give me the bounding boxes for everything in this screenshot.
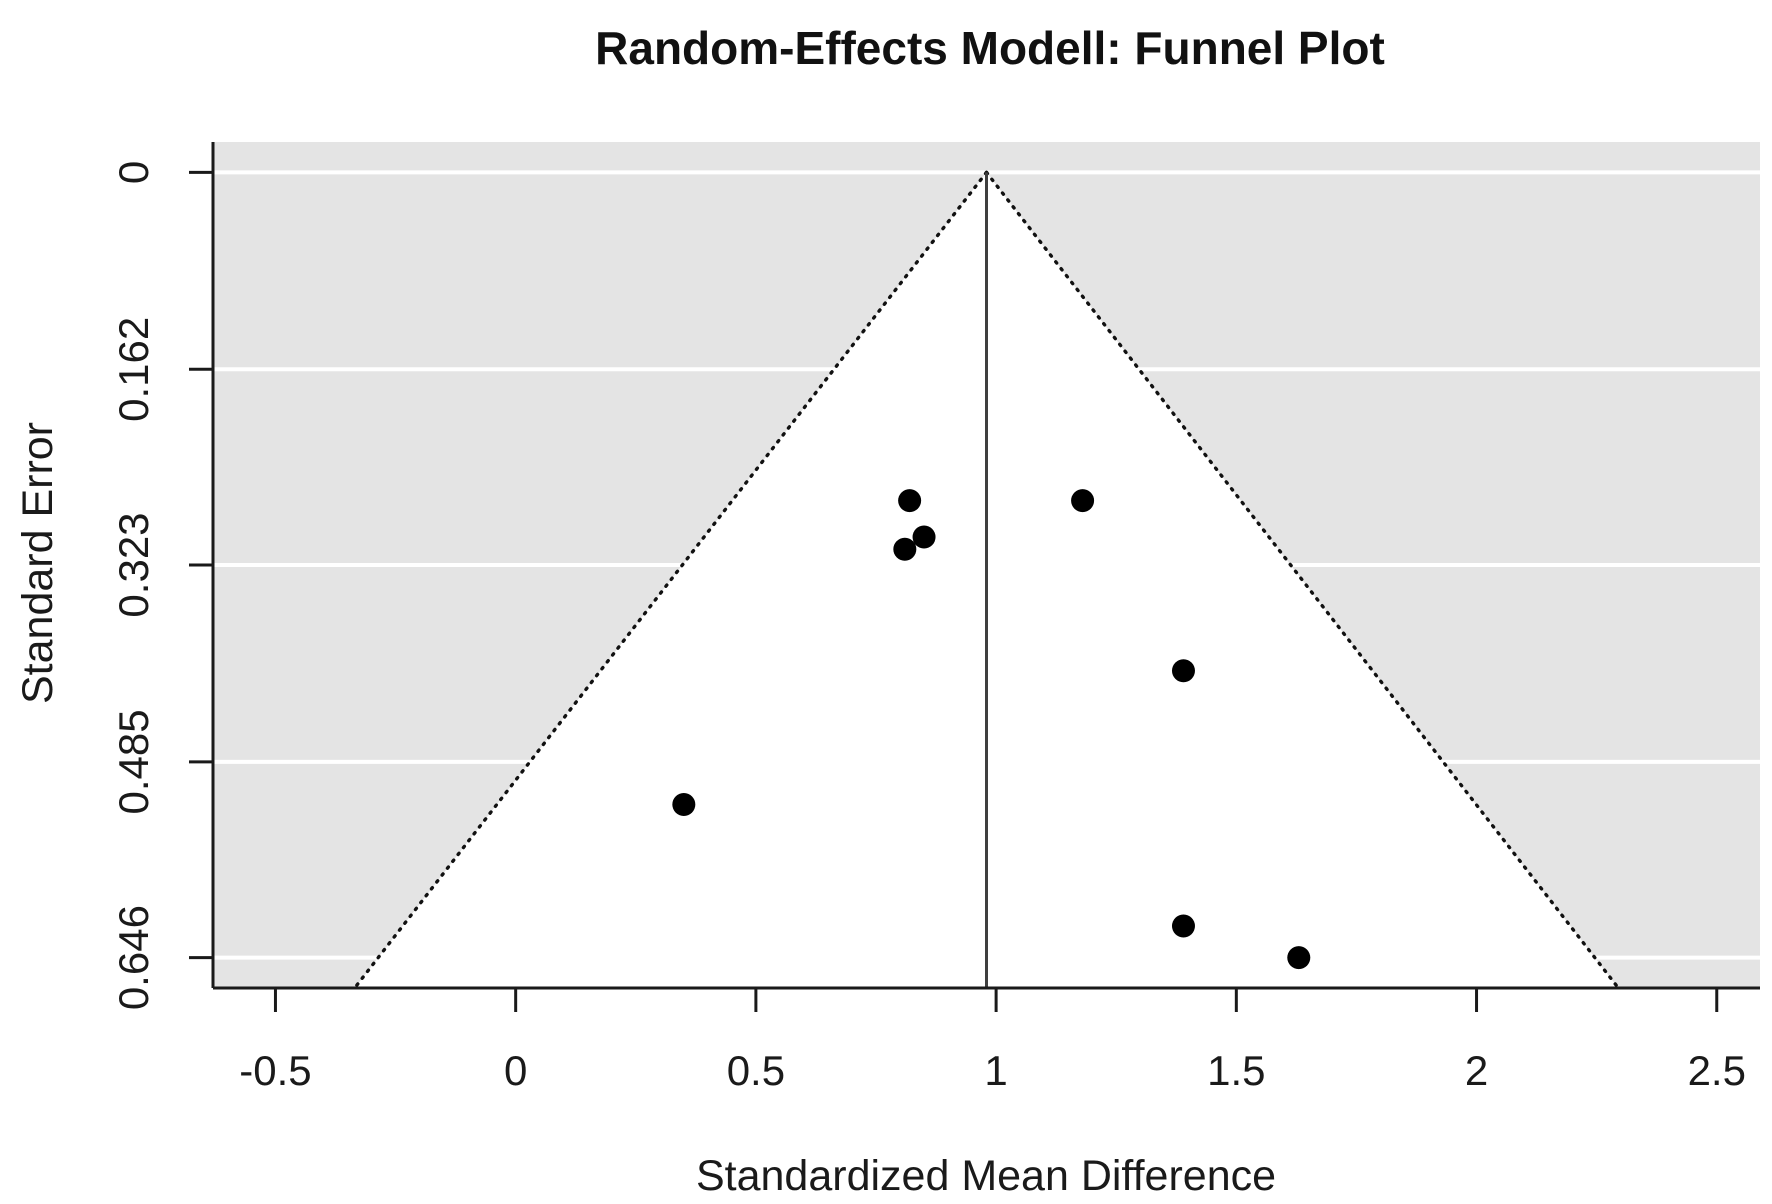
funnel-left-edge — [352, 170, 989, 990]
data-point — [1071, 489, 1095, 513]
y-tick-label: 0.646 — [110, 905, 157, 1010]
plot-drawing-layer: -0.5 0 0.5 1 1.5 2 2.5 0 0.162 0.323 0.485 0.646 — [110, 142, 1760, 1094]
y-tick-label: 0.162 — [110, 317, 157, 422]
x-tick-label: 1.5 — [1207, 1047, 1265, 1094]
x-tick-label: 0 — [504, 1047, 527, 1094]
funnel-right-edge — [984, 170, 1621, 990]
x-tick-label: 2.5 — [1688, 1047, 1746, 1094]
data-point — [1171, 914, 1195, 938]
x-tick-label: 2 — [1465, 1047, 1488, 1094]
data-point — [672, 792, 696, 816]
data-point — [893, 537, 917, 561]
y-axis-title: Standard Error — [14, 422, 62, 704]
chart-title: Random-Effects Modell: Funnel Plot — [595, 22, 1385, 74]
y-tick-label: 0.485 — [110, 709, 157, 814]
x-axis-title: Standardized Mean Difference — [696, 1152, 1276, 1200]
data-point — [1171, 659, 1195, 683]
y-tick-label: 0.323 — [110, 512, 157, 617]
data-point — [898, 489, 922, 513]
x-tick-label: 0.5 — [727, 1047, 785, 1094]
data-point — [1287, 946, 1311, 970]
y-tick-label: 0 — [110, 161, 157, 184]
x-tick-label: 1 — [984, 1047, 1007, 1094]
x-tick-label: -0.5 — [239, 1047, 311, 1094]
data-point — [912, 525, 936, 549]
